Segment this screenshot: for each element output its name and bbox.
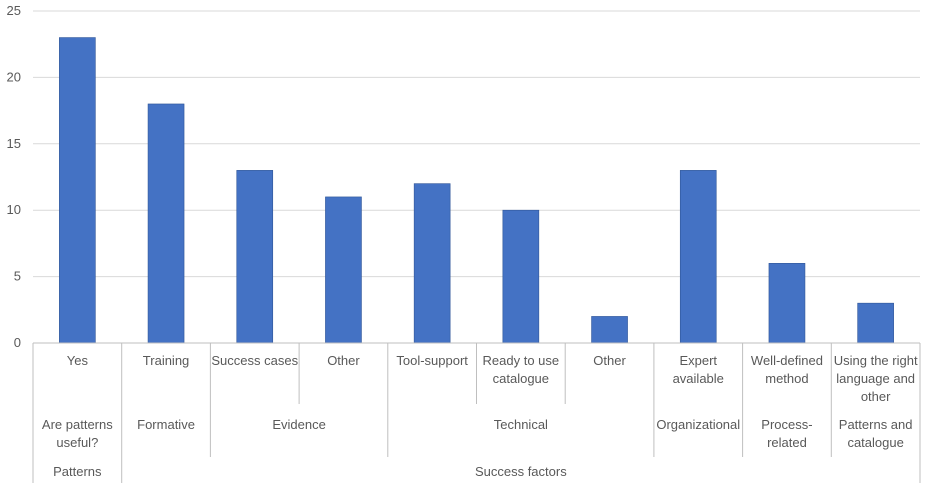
y-tick-label: 20 — [7, 69, 21, 84]
group-label: Are patterns useful? — [42, 417, 113, 450]
group-label-line: related — [767, 435, 807, 450]
y-tick-label: 10 — [7, 202, 21, 217]
bar-8 — [768, 263, 806, 344]
bar-6 — [591, 316, 628, 344]
bar-9 — [857, 302, 894, 344]
group-label-line: useful? — [56, 435, 98, 450]
group-label-line: Evidence — [272, 417, 325, 432]
bar-2 — [236, 170, 274, 344]
top-group-label: Patterns — [53, 464, 102, 479]
category-label: Tool-support — [396, 353, 468, 368]
group-label-line: Patterns and — [839, 417, 913, 432]
bar-5 — [502, 209, 540, 344]
category-label-line: Well-defined — [751, 353, 823, 368]
group-label-line: Process- — [761, 417, 812, 432]
category-label: Well-defined method — [751, 353, 823, 386]
category-label-line: other — [861, 389, 891, 404]
group-label-line: catalogue — [847, 435, 903, 450]
category-label: Success cases — [211, 353, 298, 368]
category-label: Using the right language and other — [834, 353, 918, 404]
group-label: Organizational — [656, 417, 740, 432]
category-label: Other — [327, 353, 360, 368]
category-label: Expert available — [673, 353, 724, 386]
category-label-line: Yes — [67, 353, 89, 368]
category-label: Yes — [67, 353, 89, 368]
bar-4 — [413, 183, 451, 344]
bar-1 — [147, 103, 185, 344]
category-label-line: Using the right — [834, 353, 918, 368]
category-label: Ready to use catalogue — [483, 353, 560, 386]
group-label: Technical — [494, 417, 548, 432]
y-tick-label: 15 — [7, 136, 21, 151]
bar-0 — [59, 37, 96, 344]
bar-3 — [325, 196, 362, 344]
group-label-line: Formative — [137, 417, 195, 432]
category-label-line: Other — [593, 353, 626, 368]
top-group-label: Success factors — [475, 464, 567, 479]
category-label-line: Ready to use — [483, 353, 560, 368]
group-label-line: Organizational — [656, 417, 740, 432]
y-tick-label: 5 — [14, 269, 21, 284]
category-label: Other — [593, 353, 626, 368]
group-label-line: Technical — [494, 417, 548, 432]
category-label-line: Tool-support — [396, 353, 468, 368]
group-label: Patterns and catalogue — [839, 417, 913, 450]
bar-7 — [679, 170, 717, 344]
category-label-line: Expert — [679, 353, 717, 368]
group-label: Formative — [137, 417, 195, 432]
y-tick-label: 25 — [7, 3, 21, 18]
category-label-line: Other — [327, 353, 360, 368]
y-tick-label: 0 — [14, 335, 21, 350]
category-label-line: catalogue — [493, 371, 549, 386]
category-label: Training — [143, 353, 189, 368]
category-label-line: Success cases — [211, 353, 298, 368]
category-label-line: available — [673, 371, 724, 386]
category-label-line: Training — [143, 353, 189, 368]
category-label-line: language and — [836, 371, 915, 386]
category-label-line: method — [765, 371, 808, 386]
group-label: Evidence — [272, 417, 325, 432]
group-label-line: Are patterns — [42, 417, 113, 432]
group-label: Process-related — [761, 417, 812, 450]
